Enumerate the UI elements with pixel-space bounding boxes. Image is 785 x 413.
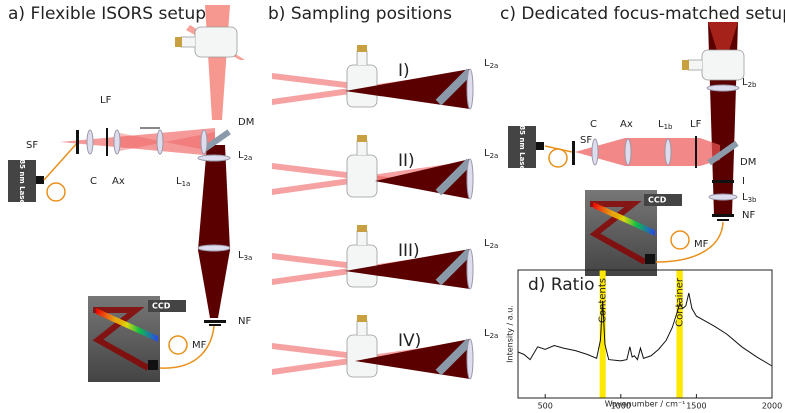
label-sub: 3b bbox=[748, 196, 757, 204]
sampling-rows: I) L2a II) L2a III) L2a IV) L2a bbox=[272, 45, 498, 379]
x-axis-label: Wavenumber / cm⁻¹ bbox=[605, 400, 686, 409]
panel-title: c) Dedicated focus-matched setup bbox=[500, 4, 785, 24]
laser-label: 785 nm Laser bbox=[18, 154, 26, 208]
label-sub: 2b bbox=[748, 81, 757, 89]
row-label: I) bbox=[398, 61, 410, 81]
bottle bbox=[347, 135, 377, 197]
label: C bbox=[90, 176, 97, 187]
label: L3b bbox=[742, 192, 757, 204]
label: DM bbox=[740, 157, 756, 168]
label-sub: 2a bbox=[490, 242, 499, 250]
band-label: Container bbox=[675, 277, 686, 327]
label: CCD bbox=[152, 302, 171, 311]
sampling-row: I) L2a bbox=[272, 45, 498, 109]
label: L3a bbox=[238, 250, 252, 262]
panel-title: d) Ratio bbox=[528, 275, 594, 295]
label-sub: 2a bbox=[490, 332, 499, 340]
label: L2a bbox=[484, 58, 498, 70]
label: L2a bbox=[484, 148, 498, 160]
label: MF bbox=[694, 239, 709, 250]
label: MF bbox=[192, 340, 207, 351]
y-axis-label: Intensity / a.u. bbox=[506, 305, 515, 363]
label: CCD bbox=[648, 196, 667, 205]
label: C bbox=[590, 119, 597, 130]
lens bbox=[467, 69, 473, 109]
laser-label: 785 nm Laser bbox=[518, 120, 526, 174]
label-sub: 2a bbox=[490, 62, 499, 70]
x-tick-label: 2000 bbox=[762, 402, 782, 410]
label: I bbox=[742, 176, 745, 187]
x-tick-label: 1500 bbox=[686, 402, 706, 410]
bottle bbox=[347, 315, 377, 377]
x-tick-label: 500 bbox=[538, 402, 553, 410]
setup-a bbox=[8, 5, 245, 382]
label: L2b bbox=[742, 77, 757, 89]
label-sub: 1a bbox=[182, 180, 191, 188]
sampling-row: III) L2a bbox=[272, 225, 498, 289]
sampling-row: II) L2a bbox=[272, 135, 498, 199]
label: L2a bbox=[484, 328, 498, 340]
row-label: II) bbox=[398, 151, 415, 171]
label: DM bbox=[238, 117, 254, 128]
bottle bbox=[347, 45, 377, 107]
label: LF bbox=[100, 95, 112, 106]
label-sub: 2a bbox=[244, 154, 253, 162]
panel-title: a) Flexible ISORS setup bbox=[8, 4, 206, 24]
lens bbox=[467, 249, 473, 289]
label-sub: 3a bbox=[244, 254, 253, 262]
row-label: III) bbox=[398, 241, 420, 261]
figure: a) Flexible ISORS setup 785 nm Laser SF … bbox=[0, 0, 785, 409]
panel-title: b) Sampling positions bbox=[268, 4, 452, 24]
lens bbox=[467, 339, 473, 379]
label: L1b bbox=[658, 119, 673, 131]
label: NF bbox=[238, 316, 251, 327]
row-label: IV) bbox=[398, 331, 421, 351]
label: L2a bbox=[484, 238, 498, 250]
sampling-row: IV) L2a bbox=[272, 315, 498, 379]
label: SF bbox=[26, 140, 38, 151]
label: SF bbox=[580, 135, 592, 146]
lens bbox=[467, 159, 473, 199]
bottle bbox=[347, 225, 377, 287]
label: L2a bbox=[238, 150, 252, 162]
setup-c bbox=[508, 22, 744, 276]
label-sub: 1b bbox=[664, 123, 673, 131]
label: LF bbox=[690, 119, 702, 130]
label: Ax bbox=[620, 119, 633, 130]
label-sub: 2a bbox=[490, 152, 499, 160]
label: Ax bbox=[112, 176, 125, 187]
label: L1a bbox=[176, 176, 190, 188]
spectrum-line bbox=[518, 293, 772, 366]
label: NF bbox=[742, 210, 755, 221]
